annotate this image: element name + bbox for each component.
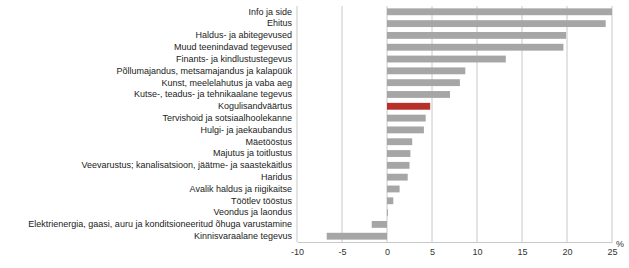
bar [387,79,460,86]
x-axis-line [298,242,613,243]
y-tick: Mäetööstus [245,137,292,147]
bar [372,221,387,228]
y-tick-label: Hulgi- ja jaekaubandus [200,125,292,135]
bar [387,186,400,193]
y-tick: Muud teenindavad tegevused [174,42,292,52]
bar [387,8,612,15]
plot: -10-50510152025Info ja sideEhitusHaldus-… [28,6,617,257]
grid-line [432,6,433,242]
bar [387,44,563,51]
y-tick: Hulgi- ja jaekaubandus [200,125,292,135]
grid-line [387,6,388,242]
x-tick-label: 5 [430,247,435,257]
y-tick: Finants- ja kindlustustegevus [176,54,293,64]
bar [387,209,389,216]
x-tick-label: -10 [291,247,304,257]
chart: -10-50510152025Info ja sideEhitusHaldus-… [0,0,629,268]
bar [387,138,412,145]
x-tick: 20 [562,242,572,257]
y-tick: Info ja side [248,7,292,17]
x-tick: 10 [472,242,482,257]
y-tick: Kutse-, teadus- ja tehnikaalane tegevus [134,89,293,99]
grid-line [297,6,298,242]
bar [387,103,430,110]
y-tick: Tervishoid ja sotsiaalhoolekanne [162,113,292,123]
y-tick: Veondus ja laondus [213,207,292,217]
x-tick: 15 [517,242,527,257]
bar [387,20,606,27]
bar [387,56,506,63]
bar [327,233,387,240]
y-tick: Kunst, meelelahutus ja vaba aeg [161,78,292,88]
y-tick-label: Kunst, meelelahutus ja vaba aeg [161,78,292,88]
bar [387,174,408,181]
y-tick-label: Kinnisvaraalane tegevus [194,231,293,241]
y-tick-label: Kogulisandväärtus [218,101,293,111]
y-tick: Majutus ja toitlustus [213,148,293,158]
y-tick-label: Info ja side [248,7,292,17]
bar [387,197,393,204]
grid-line [567,6,568,242]
bar [387,162,410,169]
y-tick: Kogulisandväärtus [218,101,293,111]
bars [327,8,612,239]
bar [387,115,426,122]
y-tick-label: Elektrienergia, gaasi, auru ja konditsio… [28,219,292,229]
y-tick-label: Haridus [261,172,293,182]
x-tick: -5 [338,242,346,257]
grid-line [342,6,343,242]
y-tick: Haldus- ja abitegevused [195,30,292,40]
y-tick-label: Töötlev tööstus [231,196,293,206]
grid-line [477,6,478,242]
x-tick-label: 15 [517,247,527,257]
x-tick-label: 0 [385,247,390,257]
y-axis: Info ja sideEhitus Haldus- ja abitegevuse… [28,7,292,241]
x-tick-label: 10 [472,247,482,257]
grid-line [612,6,613,242]
x-tick: 0 [385,242,390,257]
y-tick: Avalik haldus ja riigikaitse [190,184,292,194]
y-tick: Elektrienergia, gaasi, auru ja konditsio… [28,219,292,229]
bar [387,126,424,133]
y-tick: Kinnisvaraalane tegevus [194,231,293,241]
y-tick: Veevarustus; kanalisatsioon, jäätme- ja … [81,160,292,170]
bar [387,67,465,74]
y-tick-label: Haldus- ja abitegevused [195,30,292,40]
y-tick-label: Majutus ja toitlustus [213,148,293,158]
x-tick-label: 20 [562,247,572,257]
y-tick-label: Avalik haldus ja riigikaitse [190,184,292,194]
y-tick-label: Põllumajandus, metsamajandus ja kalapüük [116,66,292,76]
y-tick-label: Muud teenindavad tegevused [174,42,292,52]
y-tick-label: Kutse-, teadus- ja tehnikaalane tegevus [134,89,293,99]
y-tick: Ehitus [267,18,293,28]
y-tick-label: Mäetööstus [245,137,292,147]
bar [387,91,450,98]
bar [387,150,410,157]
y-tick: Haridus [261,172,293,182]
x-tick-label: -5 [338,247,346,257]
x-axis: -10-50510152025 [291,242,618,257]
grid-line [522,6,523,242]
x-tick: -10 [291,242,304,257]
y-tick-label: Finants- ja kindlustustegevus [176,54,293,64]
y-tick: Põllumajandus, metsamajandus ja kalapüük [116,66,292,76]
grid [297,6,612,242]
y-tick-label: Tervishoid ja sotsiaalhoolekanne [162,113,292,123]
x-tick: 5 [430,242,435,257]
x-axis-unit: % [616,239,624,249]
y-tick-label: Veevarustus; kanalisatsioon, jäätme- ja … [81,160,292,170]
y-tick-label: Ehitus [267,18,293,28]
bar [387,32,566,39]
y-tick-label: Veondus ja laondus [213,207,292,217]
y-tick: Töötlev tööstus [231,196,293,206]
